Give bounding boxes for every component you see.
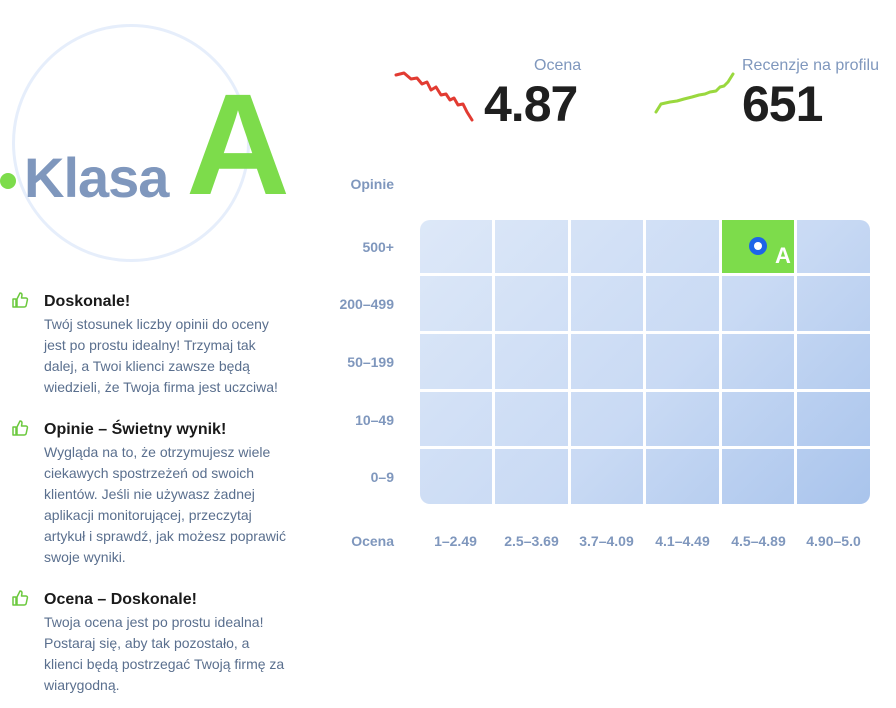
feedback-line: swoje wyniki. bbox=[44, 549, 126, 565]
feedback-title: Doskonale! bbox=[44, 293, 131, 310]
feedback-line: Twój stosunek liczby opinii do oceny bbox=[44, 316, 269, 332]
grade-word: Klasa bbox=[24, 146, 169, 209]
feedback-title: Opinie – Świetny wynik! bbox=[44, 421, 227, 438]
col-axis-label: Ocena bbox=[351, 533, 394, 549]
row-axis-label: Opinie bbox=[350, 176, 394, 192]
grid-divider bbox=[420, 331, 870, 334]
reviews-label: Recenzje na profilu bbox=[742, 57, 879, 74]
grid-divider bbox=[568, 220, 571, 504]
reviews-value: 651 bbox=[742, 76, 823, 132]
feedback-line: wiarygodną. bbox=[44, 677, 120, 693]
row-label: 10–49 bbox=[355, 412, 394, 428]
feedback-line: aplikacji monitorującej, przeczytaj bbox=[44, 507, 252, 523]
rating-label: Ocena bbox=[534, 57, 582, 74]
grid-divider bbox=[492, 220, 495, 504]
thumbs-up-icon bbox=[12, 590, 29, 606]
feedback-text: Wygląda na to, że otrzymujesz wiele ciek… bbox=[44, 442, 289, 568]
feedback-title: Ocena – Doskonale! bbox=[44, 591, 197, 608]
feedback-line: klientów. Jeśli nie używasz żadnej bbox=[44, 486, 255, 502]
trend-up-icon bbox=[654, 72, 735, 114]
grade-letter: A bbox=[186, 64, 290, 225]
col-label: 4.1–4.49 bbox=[655, 533, 710, 549]
row-label: 0–9 bbox=[370, 469, 394, 485]
col-label: 2.5–3.69 bbox=[504, 533, 559, 549]
grid-divider bbox=[420, 389, 870, 392]
position-marker-icon bbox=[749, 237, 767, 255]
grid-divider bbox=[719, 220, 722, 504]
row-label: 500+ bbox=[362, 239, 394, 255]
row-label: 50–199 bbox=[347, 354, 394, 370]
feedback-line: klienci będą postrzegać Twoją firmę za bbox=[44, 656, 285, 672]
active-cell-letter: A bbox=[775, 243, 791, 268]
row-label: 200–499 bbox=[339, 296, 394, 312]
feedback-line: artykuł i sprawdź, jak możesz poprawić bbox=[44, 528, 286, 544]
col-label: 3.7–4.09 bbox=[579, 533, 634, 549]
grade-dot bbox=[0, 173, 16, 189]
active-grade-cell: A bbox=[722, 220, 794, 273]
feedback-line: ciekawych spostrzeżeń od swoich bbox=[44, 465, 255, 481]
feedback-line: Wygląda na to, że otrzymujesz wiele bbox=[44, 444, 271, 460]
feedback-line: Postaraj się, aby tak pozostało, a bbox=[44, 635, 250, 651]
col-label: 4.5–4.89 bbox=[731, 533, 786, 549]
feedback-text: Twój stosunek liczby opinii do oceny jes… bbox=[44, 314, 289, 398]
thumbs-up-icon bbox=[12, 292, 29, 308]
col-label: 4.90–5.0 bbox=[806, 533, 861, 549]
grid-divider bbox=[420, 273, 870, 276]
trend-down-icon bbox=[394, 71, 474, 122]
grade-matrix: A bbox=[420, 220, 870, 504]
col-label: 1–2.49 bbox=[434, 533, 477, 549]
feedback-text: Twoja ocena jest po prostu idealna! Post… bbox=[44, 612, 289, 696]
grade-ring bbox=[12, 24, 250, 262]
feedback-line: wiedzieli, że Twoja firma jest uczciwa! bbox=[44, 379, 278, 395]
feedback-line: Twoja ocena jest po prostu idealna! bbox=[44, 614, 264, 630]
thumbs-up-icon bbox=[12, 420, 29, 436]
rating-value: 4.87 bbox=[484, 76, 578, 132]
feedback-line: dalej, a Twoi klienci zawsze będą bbox=[44, 358, 250, 374]
grid-divider bbox=[794, 220, 797, 504]
feedback-line: jest po prostu idealny! Trzymaj tak bbox=[44, 337, 256, 353]
grid-divider bbox=[420, 446, 870, 449]
grid-divider bbox=[643, 220, 646, 504]
